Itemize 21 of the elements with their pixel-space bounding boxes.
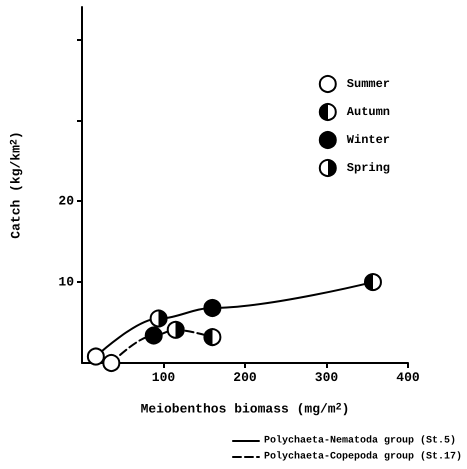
legend-label: Polychaeta-Nematoda group (St.5) — [264, 434, 456, 446]
legend-label: Spring — [346, 161, 390, 175]
point — [86, 348, 105, 366]
y-axis-title: Catch (kg/km2) — [8, 131, 24, 239]
legend-label: Summer — [346, 77, 390, 91]
point — [150, 310, 168, 328]
x-tick-label: 300 — [314, 370, 338, 385]
legend-label: Autumn — [346, 105, 390, 119]
point — [203, 328, 222, 346]
x-tick-label: 100 — [152, 370, 176, 385]
point — [102, 354, 120, 372]
point — [166, 320, 185, 339]
y-tick-label: 20 — [58, 194, 74, 209]
y-tick-label: 10 — [58, 274, 74, 290]
legend-label: Polychaeta-Copepoda group (St.17) — [264, 450, 462, 462]
point — [203, 298, 222, 317]
point — [364, 273, 382, 292]
legend-label: Winter — [346, 133, 390, 147]
point — [144, 326, 163, 344]
x-tick-label: 400 — [396, 370, 420, 385]
x-tick-label: 200 — [233, 370, 257, 385]
